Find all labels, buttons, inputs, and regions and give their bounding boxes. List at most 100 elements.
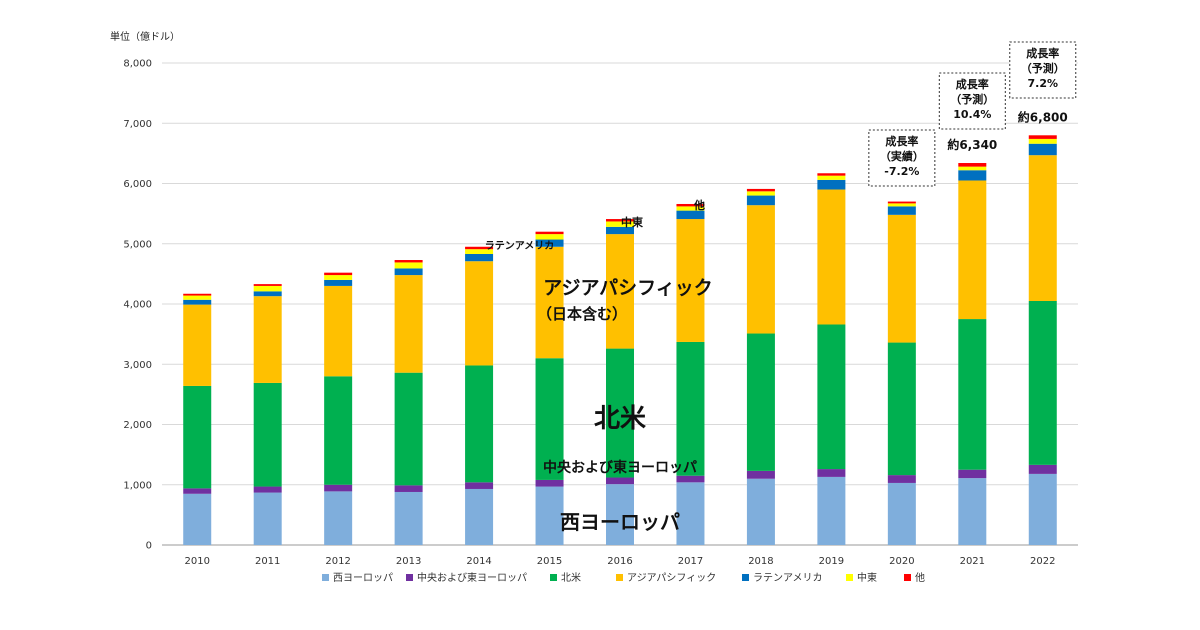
x-tick-label: 2019 xyxy=(819,556,844,567)
bar-segment xyxy=(817,189,846,325)
bar-segment xyxy=(746,188,775,192)
bar-segment xyxy=(958,180,987,320)
bar-segment xyxy=(887,201,916,204)
bar-segment xyxy=(676,203,705,207)
legend-label: 他 xyxy=(915,571,925,584)
x-tick-label: 2010 xyxy=(185,556,210,567)
growth-rate-text: 10.4% xyxy=(953,108,991,121)
bar-segment xyxy=(465,253,494,262)
bar-segment xyxy=(746,478,775,545)
x-axis: 2010 2011 2012 2013 2014 2015 2016 2017 2018 2019… xyxy=(185,556,1056,567)
growth-rate-text: （予測） xyxy=(1021,61,1065,75)
bar-segment xyxy=(183,488,212,494)
series-inline-label: 他 xyxy=(693,198,705,212)
bar-segment xyxy=(1028,300,1057,465)
bar-segment xyxy=(183,493,212,545)
y-tick-label: 5,000 xyxy=(123,239,152,250)
inline-labels: 西ヨーロッパ 中央および東ヨーロッパ 北米 アジアパシフィック （日本含む） ラテンアメリ… xyxy=(485,198,713,534)
bar-segment xyxy=(183,293,212,296)
bar-segment xyxy=(958,319,987,470)
legend-label: 中央および東ヨーロッパ xyxy=(417,571,527,584)
bar-segment xyxy=(253,291,282,297)
bar-segment xyxy=(535,486,564,545)
series-inline-label: 北米 xyxy=(594,404,646,434)
bar-segment xyxy=(1028,155,1057,301)
legend-label: 北米 xyxy=(561,571,581,584)
bar-segment xyxy=(817,476,846,545)
total-label: 約6,800 xyxy=(1018,109,1068,124)
bar-segment xyxy=(887,475,916,483)
series-inline-label: アジアパシフィック xyxy=(543,277,712,299)
bar-segment xyxy=(535,358,564,480)
bar-segment xyxy=(676,341,705,476)
bar-segment xyxy=(535,246,564,359)
bar-segment xyxy=(535,479,564,487)
bar-segment xyxy=(465,482,494,489)
bar-segment xyxy=(817,179,846,190)
legend-swatch xyxy=(550,574,557,581)
y-axis: 0 1,000 2,000 3,000 4,000 5,000 6,000 7,000 8,00… xyxy=(123,59,152,552)
x-tick-label: 2016 xyxy=(607,556,632,567)
bar-segment xyxy=(606,348,634,478)
y-tick-label: 1,000 xyxy=(123,480,152,491)
legend-label: 中東 xyxy=(857,571,877,584)
y-tick-label: 8,000 xyxy=(123,59,152,70)
bar-segment xyxy=(394,372,423,486)
series-inline-label: 西ヨーロッパ xyxy=(560,510,680,534)
legend-label: ラテンアメリカ xyxy=(753,572,823,584)
bar-segment xyxy=(887,214,916,343)
bar-segment xyxy=(183,295,212,300)
bar-segment xyxy=(958,469,987,479)
bar-segment xyxy=(887,203,916,207)
bar-segment xyxy=(465,249,494,254)
bar-segment xyxy=(958,478,987,545)
bar-segment xyxy=(253,285,282,292)
bar-segment xyxy=(817,173,846,176)
bar-segment xyxy=(606,226,634,235)
bar-segment xyxy=(1028,143,1057,156)
x-tick-label: 2012 xyxy=(325,556,350,567)
bar-segment xyxy=(324,279,353,286)
legend-swatch xyxy=(406,574,413,581)
bar-segment xyxy=(394,491,423,545)
x-tick-label: 2011 xyxy=(255,556,280,567)
bar-segment xyxy=(253,486,282,493)
growth-rate-text: （実績） xyxy=(880,149,924,163)
bar-segment xyxy=(958,170,987,181)
bar-segment xyxy=(535,234,564,240)
unit-label: 単位（億ドル） xyxy=(110,30,180,43)
bar-segment xyxy=(253,296,282,383)
growth-rate-box xyxy=(868,129,936,187)
legend-label: 西ヨーロッパ xyxy=(333,572,393,584)
bar-segment xyxy=(746,205,775,334)
x-tick-label: 2013 xyxy=(396,556,421,567)
bar-segment xyxy=(324,484,353,492)
bar-segment xyxy=(183,385,212,489)
bar-segment xyxy=(394,268,423,276)
bar-segment xyxy=(324,275,353,280)
bar-segment xyxy=(394,260,423,263)
bar-segment xyxy=(676,482,705,545)
x-tick-label: 2022 xyxy=(1030,556,1055,567)
bar-segment xyxy=(324,272,353,276)
bar-segment xyxy=(1028,135,1057,139)
bar-segment xyxy=(183,299,212,305)
legend-swatch xyxy=(846,574,853,581)
series-inline-label: ラテンアメリカ xyxy=(485,240,555,252)
bar-segment xyxy=(887,342,916,476)
bar-segment xyxy=(887,482,916,545)
bar-segment xyxy=(676,210,705,220)
bar-segment xyxy=(535,239,564,247)
bar-segment xyxy=(817,324,846,470)
bar-segment xyxy=(1028,473,1057,545)
growth-rate-text: 7.2% xyxy=(1028,77,1059,90)
bar-segment xyxy=(465,246,494,250)
bar-segment xyxy=(253,382,282,487)
bar-segment xyxy=(746,195,775,206)
bar-segment xyxy=(324,376,353,485)
legend-swatch xyxy=(322,574,329,581)
series-inline-label: （日本含む） xyxy=(537,305,627,323)
bar-segment xyxy=(253,284,282,286)
bar-segment xyxy=(394,275,423,373)
